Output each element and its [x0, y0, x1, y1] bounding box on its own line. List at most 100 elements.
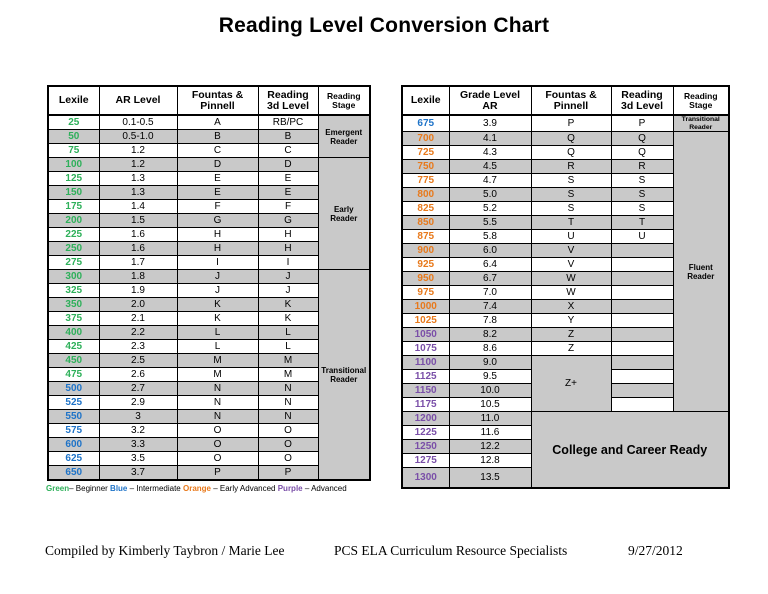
lexile-cell: 250 [47, 241, 100, 256]
lexile-cell: 825 [401, 201, 450, 216]
ar-level-cell: 2.6 [98, 367, 178, 382]
lexile-cell: 700 [401, 131, 450, 146]
fountas-pinnell-cell: M [176, 353, 259, 368]
table-row: 1100 9.0 Z+ [401, 355, 729, 412]
legend-label: – Advanced [302, 484, 347, 493]
ar-level-cell: 2.1 [98, 311, 178, 326]
table-row: 250 1.6 H H [47, 241, 370, 256]
table-row: 950 6.7 W [401, 271, 729, 286]
reading-3d-cell: Q [610, 131, 674, 146]
ar-level-cell: 1.9 [98, 283, 178, 298]
lexile-cell: 450 [47, 353, 100, 368]
fountas-pinnell-cell: E [176, 171, 259, 186]
table-row: 425 2.3 L L [47, 339, 370, 354]
page-footer: Compiled by Kimberly Taybron / Marie Lee… [0, 543, 768, 563]
fountas-pinnell-cell: S [530, 187, 612, 202]
fountas-pinnell-cell: H [176, 241, 259, 256]
reading-3d-cell: D [257, 157, 319, 172]
lexile-cell: 475 [47, 367, 100, 382]
table-row: 1000 7.4 X [401, 299, 729, 314]
ar-level-cell: 9.5 [448, 369, 532, 384]
reading-3d-cell: G [257, 213, 319, 228]
ar-level-cell: 3.5 [98, 451, 178, 466]
fountas-pinnell-cell: H [176, 227, 259, 242]
fountas-pinnell-cell: F [176, 199, 259, 214]
reading-3d-cell [610, 257, 674, 272]
table-row: 725 4.3 Q Q [401, 145, 729, 160]
lexile-cell: 550 [47, 409, 100, 424]
reading-3d-cell: E [257, 185, 319, 200]
lexile-cell: 1150 [401, 383, 450, 398]
ar-level-cell: 4.5 [448, 159, 532, 174]
table-row: 750 4.5 R R [401, 159, 729, 174]
fountas-pinnell-cell: C [176, 143, 259, 158]
reading-stage-cell: Emergent Reader [317, 114, 371, 158]
fountas-pinnell-cell: G [176, 213, 259, 228]
ar-level-cell: 4.3 [448, 145, 532, 160]
ar-level-cell: 11.6 [448, 425, 532, 440]
ar-level-cell: 5.5 [448, 215, 532, 230]
ar-level-cell: 6.0 [448, 243, 532, 258]
fountas-pinnell-cell: W [530, 285, 612, 300]
column-header: Reading 3d Level [610, 85, 674, 116]
reading-3d-cell: J [257, 283, 319, 298]
table-row: 650 3.7 P P [47, 465, 370, 481]
fountas-pinnell-merged-cell: Z+ [530, 355, 612, 412]
reading-3d-cell: L [257, 325, 319, 340]
ar-level-cell: 9.0 [448, 355, 532, 370]
reading-3d-cell [610, 369, 674, 384]
lexile-cell: 1300 [401, 467, 450, 489]
table-row: 100 1.2 D D Early Reader [47, 157, 371, 270]
lexile-cell: 50 [47, 129, 100, 144]
footer-organization: PCS ELA Curriculum Resource Specialists [334, 543, 568, 558]
lexile-cell: 500 [47, 381, 100, 396]
ar-level-cell: 3.9 [448, 114, 532, 132]
table-row: 775 4.7 S S [401, 173, 729, 188]
ar-level-cell: 6.4 [448, 257, 532, 272]
column-header: Grade Level AR [448, 85, 532, 116]
table-row: 1200 11.0 College and Career Ready [401, 411, 730, 489]
lexile-cell: 75 [47, 143, 100, 158]
ar-level-cell: 7.4 [448, 299, 532, 314]
ar-level-cell: 1.3 [98, 185, 178, 200]
reading-3d-cell: S [610, 201, 674, 216]
color-legend: Green– Beginner Blue – Intermediate Oran… [46, 484, 347, 494]
ar-level-cell: 3.7 [98, 465, 178, 481]
reading-3d-cell: M [257, 353, 319, 368]
lexile-cell: 775 [401, 173, 450, 188]
legend-label: – Intermediate [127, 484, 183, 493]
table-row: 550 3 N N [47, 409, 370, 424]
fountas-pinnell-cell: T [530, 215, 612, 230]
ar-level-cell: 12.2 [448, 439, 532, 454]
table-row: 175 1.4 F F [47, 199, 370, 214]
lexile-cell: 300 [47, 269, 100, 284]
ar-level-cell: 0.1-0.5 [98, 114, 178, 130]
reading-3d-cell: S [610, 173, 674, 188]
reading-3d-cell: N [257, 381, 319, 396]
table-row: 225 1.6 H H [47, 227, 370, 242]
ar-level-cell: 7.0 [448, 285, 532, 300]
fountas-pinnell-cell: J [176, 283, 259, 298]
table-row: 1050 8.2 Z [401, 327, 729, 342]
ar-level-cell: 4.1 [448, 131, 532, 146]
fountas-pinnell-cell: N [176, 395, 259, 410]
lexile-cell: 1100 [401, 355, 450, 370]
ar-level-cell: 4.7 [448, 173, 532, 188]
reading-3d-cell: K [257, 311, 319, 326]
ar-level-cell: 2.0 [98, 297, 178, 312]
fountas-pinnell-cell: M [176, 367, 259, 382]
fountas-pinnell-cell: V [530, 257, 612, 272]
fountas-pinnell-cell: O [176, 423, 259, 438]
ar-level-cell: 3.2 [98, 423, 178, 438]
header-row: Lexile Grade Level AR Fountas & Pinnell Rea… [401, 85, 730, 116]
reading-3d-cell: R [610, 159, 674, 174]
lexile-cell: 325 [47, 283, 100, 298]
reading-3d-cell: M [257, 367, 319, 382]
legend-color-word: Blue [110, 484, 128, 493]
lexile-table-high-range: Lexile Grade Level AR Fountas & Pinnell Rea… [401, 85, 730, 489]
lexile-cell: 800 [401, 187, 450, 202]
page-title: Reading Level Conversion Chart [218, 14, 550, 37]
reading-3d-cell: Q [610, 145, 674, 160]
table-row: 325 1.9 J J [47, 283, 370, 298]
lexile-cell: 975 [401, 285, 450, 300]
